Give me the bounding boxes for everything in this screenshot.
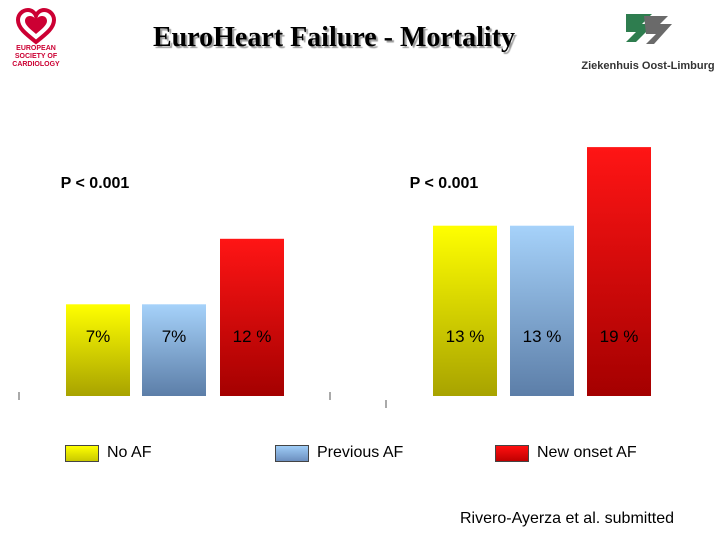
slide-title: Euro​Heart Failure - Mortality — [152, 22, 516, 53]
legend-label-previous-af: Previous AF — [317, 444, 404, 461]
bar-no-af-2 — [433, 225, 497, 396]
data-label-no-af-2: 13 % — [446, 327, 485, 346]
esc-logo-line-3: CARDIOLOGY — [12, 61, 60, 68]
legend-label-no-af: No AF — [107, 444, 152, 461]
legend-item-previous-af: Previous AF — [275, 444, 403, 462]
bar-new-onset-af-2 — [587, 147, 651, 396]
p-value-1: P < 0.001 — [61, 175, 130, 192]
citation: Rivero-Ayerza et al. submitted — [460, 510, 675, 527]
legend-item-new-onset-af: New onset AF — [495, 444, 637, 462]
data-label-new-onset-af-1: 12 % — [233, 327, 272, 346]
bar-no-af-1 — [66, 304, 130, 396]
bar-new-onset-af-1 — [220, 238, 284, 396]
bar-previous-af-2 — [510, 225, 574, 396]
legend-label-new-onset-af: New onset AF — [537, 444, 637, 461]
esc-logo-line-2: SOCIETY OF — [15, 53, 58, 60]
esc-logo-line-1: EUROPEAN — [16, 45, 56, 52]
legend-swatch-no-af — [65, 444, 99, 462]
hospital-logo-text: Ziekenhuis Oost-Limburg — [581, 60, 715, 72]
data-label-no-af-1: 7% — [86, 327, 111, 346]
legend-swatch-new-onset-af — [495, 444, 529, 462]
data-label-new-onset-af-2: 19 % — [600, 327, 639, 346]
legend-item-no-af: No AF — [65, 444, 151, 462]
p-value-2: P < 0.001 — [410, 175, 479, 192]
legend-swatch-previous-af — [275, 444, 309, 462]
data-label-previous-af-2: 13 % — [523, 327, 562, 346]
data-label-previous-af-1: 7% — [162, 327, 187, 346]
bar-previous-af-1 — [142, 304, 206, 396]
esc-logo: EUROPEAN SOCIETY OF CARDIOLOGY — [8, 6, 64, 68]
hospital-logo: Ziekenhuis Oost-Limburg — [580, 6, 716, 72]
